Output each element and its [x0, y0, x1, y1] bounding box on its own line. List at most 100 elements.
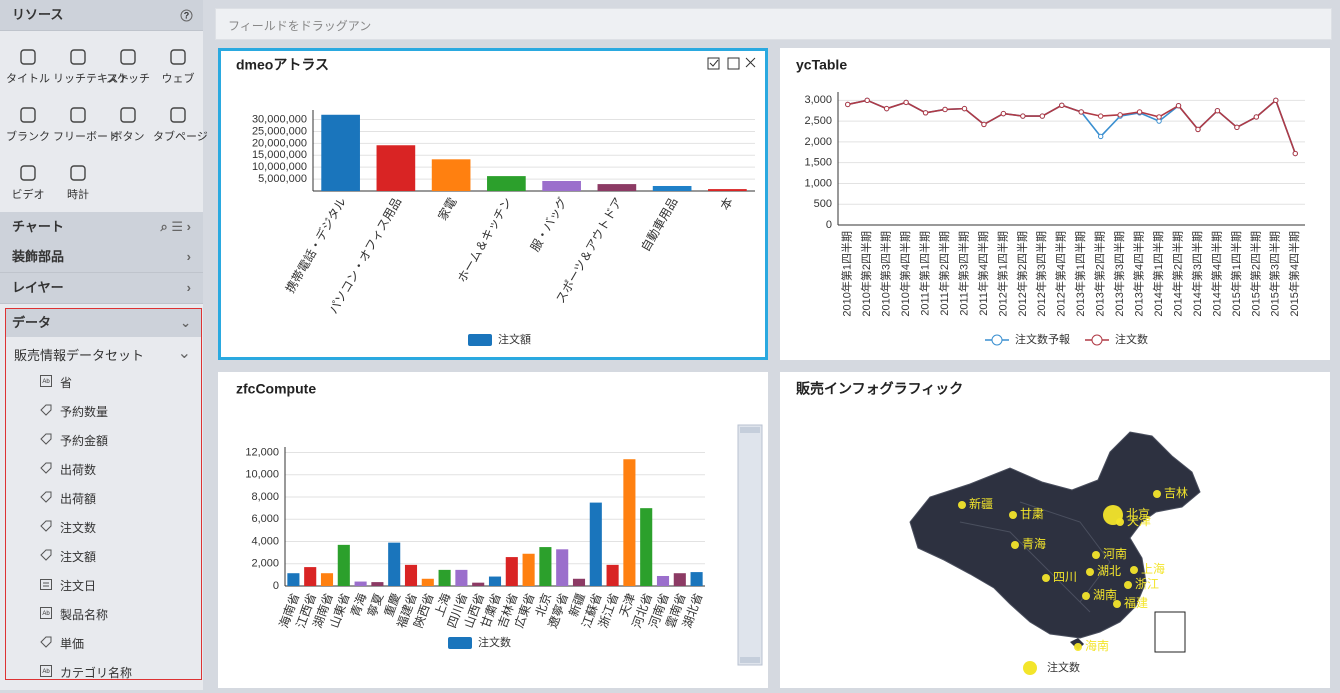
x-tick-label: 2013年第1四半期: [1073, 231, 1087, 317]
icon-shape: [40, 607, 52, 619]
bar: [487, 176, 526, 191]
x-tick-label: 2013年第3四半期: [1112, 231, 1126, 317]
x-tick-label: 2013年第4四半期: [1132, 231, 1146, 317]
tool[interactable]: スケッチ: [103, 48, 153, 86]
chart-title: zfcCompute: [236, 381, 316, 397]
tool[interactable]: タブページ: [153, 106, 208, 144]
field-name[interactable]: 注文日: [60, 579, 97, 593]
tool[interactable]: 時計: [53, 164, 103, 202]
x-tick-label: 2011年第2四半期: [937, 231, 951, 316]
tool-icon: [20, 49, 36, 65]
map-label: 新疆: [969, 496, 993, 511]
icon-shape: [120, 49, 136, 65]
chart-panel[interactable]: zfcCompute 0 2,000 4,000 6,000 8,000 10,000 12,…: [218, 372, 768, 688]
scroll-handle[interactable]: [740, 427, 760, 433]
bar: [488, 576, 502, 586]
map-point: [1124, 581, 1132, 589]
point: [1214, 108, 1221, 114]
y-tick-label: 0: [273, 580, 279, 592]
x-tick-label: 2011年第4四半期: [976, 231, 990, 316]
section-title: チャート: [12, 219, 64, 234]
point: [1078, 109, 1084, 115]
icon-shape: [40, 433, 52, 445]
y-tick-label: 3,000: [804, 94, 832, 106]
tool[interactable]: タイトル: [3, 48, 53, 86]
point: [1097, 133, 1104, 140]
bar: [656, 575, 670, 586]
field-icon: [40, 404, 52, 416]
field-icon: Ab: [40, 607, 52, 619]
tool[interactable]: ウェブ: [153, 48, 203, 86]
dataset-name[interactable]: 販売情報データセット: [14, 348, 145, 363]
scroll-handle[interactable]: [740, 657, 760, 663]
field-name[interactable]: カテゴリ名称: [60, 666, 133, 680]
point: [1156, 114, 1162, 120]
tool[interactable]: ボタン: [103, 106, 153, 144]
map-point: [1042, 574, 1050, 582]
field-name[interactable]: 注文数: [60, 521, 97, 535]
section-title: 装飾部品: [12, 249, 65, 264]
bar: [287, 573, 300, 586]
field-name[interactable]: 出荷額: [60, 492, 97, 506]
x-tick-label: 2010年第1四半期: [840, 231, 854, 317]
x-tick-label: 本: [718, 195, 736, 212]
section-title: レイヤー: [12, 280, 64, 295]
tool-icon: [20, 165, 36, 181]
y-tick-label: 25,000,000: [252, 125, 307, 137]
bar: [589, 502, 602, 586]
resources-header: リソース ?: [0, 0, 203, 31]
y-tick-label: 15,000,000: [252, 149, 307, 161]
x-tick-label: ホーム＆キッチン: [455, 195, 515, 285]
tool[interactable]: フリーボード: [53, 106, 119, 144]
field-name[interactable]: 出荷数: [60, 463, 97, 477]
y-tick-label: 12,000: [245, 446, 279, 458]
point: [1195, 126, 1201, 133]
field-name[interactable]: 製品名称: [60, 608, 109, 622]
legend-marker: [1091, 334, 1103, 346]
icon-shape: [20, 165, 36, 181]
map-inset: [1154, 611, 1186, 653]
icon-shape: [40, 404, 52, 416]
tool-label: スケッチ: [106, 73, 150, 85]
chart-panel[interactable]: dmeoアトラス 5,000,000 10,000,000 15,000,000 20,…: [218, 48, 768, 360]
field-name[interactable]: 単価: [60, 637, 85, 651]
chart-panel[interactable]: 販売インフォグラフィック 新疆 甘粛 青海 四川 吉林 北京 天津 河南 湖北 上海 浙江 湖南 福建 海南…: [780, 372, 1330, 688]
field-drop-bar[interactable]: フィールドをドラッグアン: [215, 8, 1332, 40]
section-header[interactable]: レイヤー ›: [0, 273, 203, 304]
chart-panel[interactable]: ycTable 0 500 1,000 1,500 2,000 2,500 3,000 2010…: [780, 48, 1330, 360]
field-name[interactable]: 予約金額: [60, 434, 109, 448]
point: [883, 105, 890, 112]
tool-icon: [70, 107, 86, 123]
icon-shape: [40, 491, 52, 503]
collapse-icon[interactable]: ⌄: [177, 345, 191, 362]
legend-marker: [991, 334, 1003, 346]
map-point: [1153, 490, 1161, 498]
field-icon: [40, 549, 52, 561]
icon-shape: [70, 49, 86, 65]
tool[interactable]: ブランク: [3, 106, 53, 144]
tool[interactable]: ビデオ: [3, 164, 53, 202]
bar: [640, 508, 653, 586]
field-name[interactable]: 予約数量: [60, 405, 109, 419]
panel-tools[interactable]: [707, 57, 756, 70]
section-header[interactable]: チャート ⌕ ☰ ›: [0, 212, 203, 243]
field-icon: [40, 491, 52, 503]
data-box: データ ⌄ 販売情報データセット ⌄ Ab 省予約数量予約金額出荷数出荷額注文数注文…: [5, 308, 202, 680]
chart-title: 販売インフォグラフィック: [796, 381, 963, 397]
y-tick-label: 30,000,000: [252, 113, 307, 125]
y-tick-label: 4,000: [251, 535, 279, 547]
x-tick-label: 2014年第1四半期: [1151, 231, 1165, 317]
help-icon[interactable]: ?: [180, 9, 193, 22]
y-tick-label: 5,000,000: [258, 173, 307, 185]
scrollbar[interactable]: [737, 424, 763, 666]
field-name[interactable]: 省: [60, 376, 73, 390]
section-header[interactable]: データ ⌄: [6, 309, 201, 337]
field-name[interactable]: 注文額: [60, 550, 97, 564]
x-tick-label: 2011年第1四半期: [917, 231, 931, 316]
section-header[interactable]: 装飾部品 ›: [0, 242, 203, 273]
tool[interactable]: リッチテキスト: [53, 48, 130, 86]
tool-icon: [170, 107, 186, 123]
x-tick-label: 2014年第4四半期: [1209, 231, 1223, 317]
x-tick-label: 2015年第2四半期: [1248, 231, 1262, 317]
